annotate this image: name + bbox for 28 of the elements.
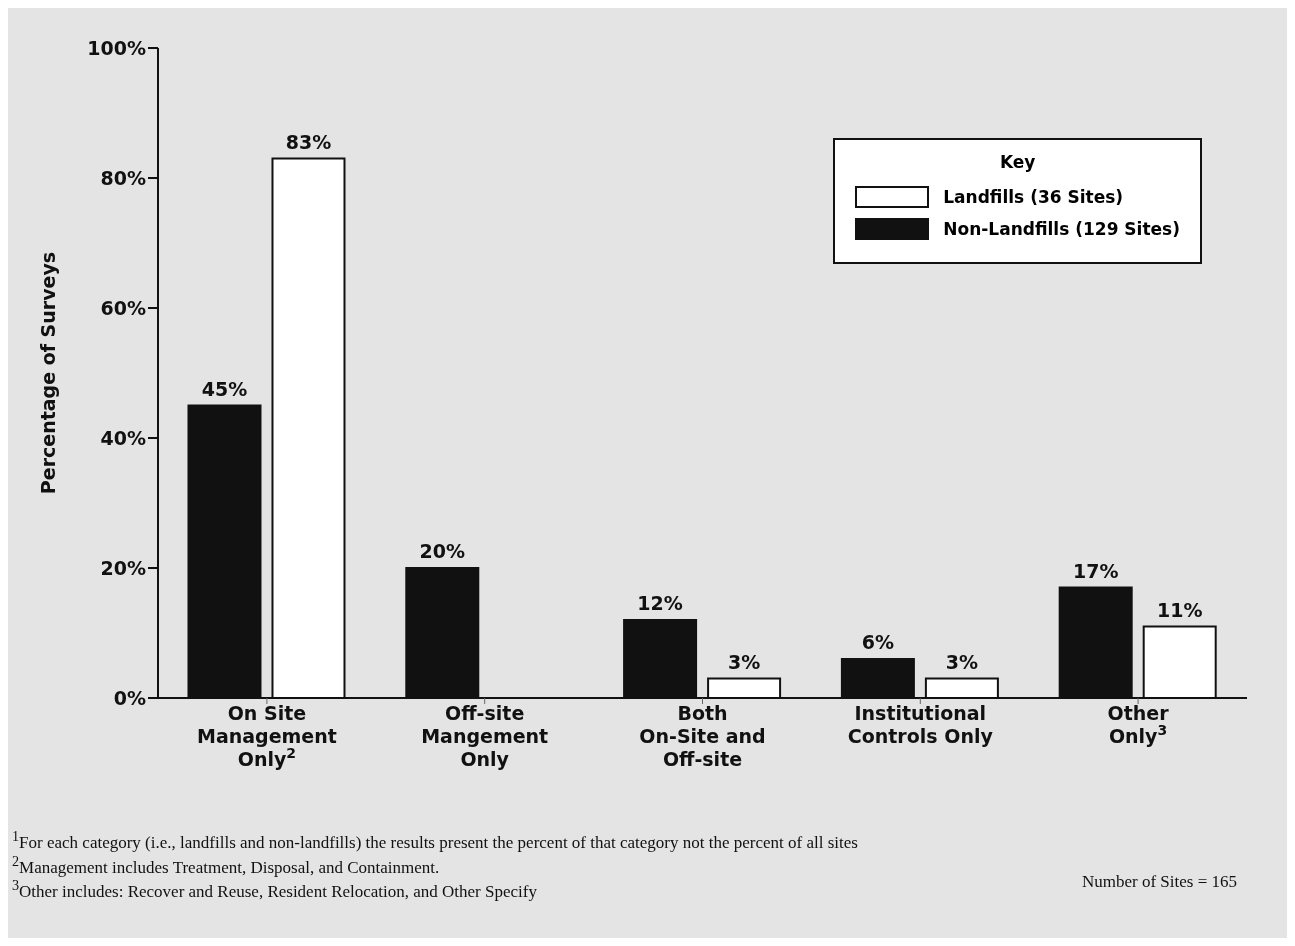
legend-label: Non-Landfills (129 Sites) [943, 219, 1180, 239]
y-tick-label: 60% [100, 296, 146, 319]
data-label: 11% [1156, 598, 1203, 621]
y-tick-label: 20% [100, 556, 146, 579]
data-label: 12% [637, 592, 683, 614]
x-tick-label: Both On-Site and Off-site [639, 702, 766, 770]
text: $^{2}$Management includes Treatment, Disposal, and Containment. [12, 852, 440, 877]
data-label: 20% [419, 540, 466, 562]
data-label: 17% [1072, 559, 1119, 582]
text: $^{1}$For each category (i.e., landfills and non-landfills) the results present the percent of that category not the percent of all sites [11, 828, 859, 853]
legend-label: Landfills (36 Sites) [943, 187, 1124, 207]
x-tick-label: On Site Management Only$^{2}$ [196, 702, 337, 770]
data-label: 83% [285, 130, 332, 153]
x-tick-label: Off-site Mangement Only [421, 702, 549, 770]
y-tick-label: 80% [100, 166, 146, 189]
y-axis-title: Percentage of Surveys [36, 251, 59, 495]
text: $^{3}$Other includes: Recover and Reuse, Resident Relocation, and Other Specify [12, 877, 537, 901]
y-tick-label: 100% [87, 36, 146, 59]
legend-title: Key [998, 152, 1037, 172]
text: Number of Sites = 165 [1081, 872, 1237, 892]
y-tick-label: 0% [113, 686, 146, 709]
data-label: 45% [201, 377, 248, 400]
x-tick-label: Institutional Controls Only [847, 702, 994, 747]
data-label: 3% [727, 650, 761, 673]
y-tick-label: 40% [100, 426, 146, 449]
data-label: 3% [945, 650, 979, 673]
data-label: 6% [861, 631, 895, 653]
x-tick-label: Other Only$^{3}$ [1107, 702, 1170, 747]
